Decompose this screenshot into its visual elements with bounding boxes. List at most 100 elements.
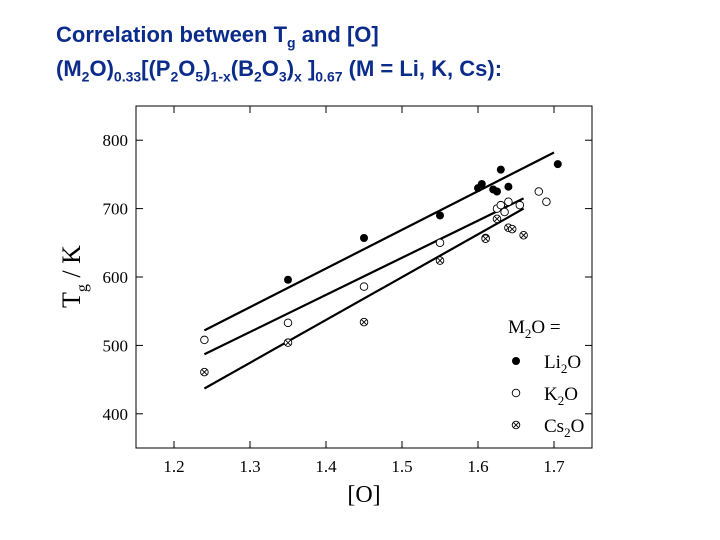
legend-entry-2-after: O: [571, 416, 585, 437]
title-line-2-segment-10: (B: [230, 56, 254, 81]
title-line-2-segment-13: 3: [278, 68, 287, 85]
legend-entry-2-main: Cs: [544, 416, 564, 437]
legend-entry-2-sub: 2: [564, 425, 571, 440]
legend-marker-1: [511, 388, 521, 398]
title-line-2-segment-8: ): [203, 56, 211, 81]
title-line-2-segment-9: 1-x: [210, 68, 231, 85]
data-points: [200, 160, 562, 377]
point-series-0-8: [504, 182, 513, 191]
point-series-0-1: [360, 234, 368, 243]
x-tick-label-1: 1.3: [239, 457, 260, 476]
chart-title-line-1: Correlation between Tg and [O]: [56, 22, 379, 50]
legend-entry-1: K2O: [544, 384, 578, 408]
title-line-2-segment-5: 2: [170, 68, 179, 85]
point-series-0-9-shape: [553, 160, 562, 169]
point-series-1-8: [500, 207, 509, 217]
title-line-2-segment-14: ): [286, 56, 295, 81]
legend-title-sub: 2: [525, 326, 532, 341]
point-series-1-6: [496, 200, 506, 210]
title-line-2-segment-15: x: [294, 68, 302, 85]
point-series-0-4-shape: [477, 179, 486, 188]
x-tick-label-4: 1.6: [467, 457, 488, 476]
point-series-2-1-cross-b: [285, 339, 291, 346]
legend-entry-0: Li2O: [544, 352, 581, 376]
title-line-1-subscript: g: [287, 34, 296, 51]
legend-entry-1-main: K: [544, 384, 558, 405]
point-series-2-5: [492, 214, 502, 224]
chart-title-line-2: (M2O)0.33[(P2O5)1-x(B2O3)x ]0.67 (M = Li…: [56, 56, 502, 84]
point-series-1-9: [515, 200, 525, 210]
point-series-2-8: [519, 231, 528, 240]
point-series-0-0-shape: [284, 275, 292, 284]
y-tick-label-0: 400: [103, 405, 129, 424]
point-series-0-2-shape: [436, 211, 444, 220]
point-series-0-6-shape: [493, 187, 501, 196]
legend-entry-0-after: O: [567, 352, 581, 373]
point-series-2-3: [435, 256, 445, 265]
point-series-1-2-shape: [359, 282, 369, 291]
point-series-2-0-cross-b: [201, 369, 208, 375]
legend-entry-1-sub: 2: [558, 393, 565, 408]
legend-title-main: M: [508, 317, 525, 338]
point-series-0-4: [477, 179, 486, 188]
axis-ticks: 1.2 1.3 1.4 1.5 1.6 1.7 400 500 600 700 800: [103, 106, 592, 476]
point-series-0-2: [436, 211, 444, 220]
legend-entry-2: Cs2O: [544, 416, 584, 440]
legend-marker-2-cross-b: [513, 422, 519, 428]
fit-line-series-1: [203, 197, 525, 356]
point-series-2-2-cross-b: [361, 319, 367, 326]
point-series-2-5-cross-b: [494, 215, 500, 222]
point-series-1-6-shape: [496, 200, 506, 210]
point-series-2-7: [507, 224, 517, 234]
point-series-2-4: [481, 234, 490, 243]
point-series-1-11: [542, 197, 551, 207]
point-series-1-7-shape: [504, 197, 513, 207]
legend-marker-1-shape: [511, 388, 521, 398]
title-line-2-segment-1: 2: [81, 68, 90, 85]
title-line-2-segment-11: 2: [253, 68, 262, 85]
point-series-2-4-cross-b: [482, 235, 489, 242]
legend-entry-0-sub: 2: [561, 361, 568, 376]
point-series-2-2: [359, 317, 369, 327]
point-series-1-1-shape: [283, 318, 293, 328]
point-series-0-6: [493, 187, 501, 196]
title-line-2-segment-17: 0.67: [315, 68, 343, 85]
title-line-2-segment-12: O: [261, 56, 279, 81]
title-line-1-after: and [O]: [295, 22, 379, 47]
y-axis-label-text: Tg / K: [57, 245, 91, 308]
point-series-0-8-shape: [504, 182, 513, 191]
point-series-1-0-shape: [200, 335, 209, 345]
title-line-2-segment-3: 0.33: [113, 68, 142, 85]
x-axis-label: [O]: [347, 482, 380, 508]
point-series-2-7-cross-b: [509, 226, 516, 233]
point-series-1-3: [435, 238, 445, 248]
point-series-1-7: [504, 197, 513, 207]
legend-title: M2O =: [508, 317, 561, 341]
fit-line-series-2: [203, 207, 525, 390]
title-line-1-main: Correlation between T: [56, 22, 288, 47]
point-series-2-3-cross-b: [437, 257, 443, 264]
x-tick-label-5: 1.7: [543, 457, 565, 476]
point-series-1-10: [534, 187, 544, 196]
y-tick-label-4: 800: [103, 131, 129, 150]
point-series-2-8-cross-b: [520, 232, 527, 239]
title-line-2-segment-16: ]: [301, 56, 316, 81]
point-series-2-1: [283, 338, 293, 347]
y-axis-label: Tg / K: [57, 245, 91, 308]
title-line-2-segment-7: 5: [195, 68, 204, 85]
y-axis-label-main: T: [57, 292, 86, 308]
point-series-2-0: [200, 367, 209, 377]
point-series-1-2: [359, 282, 369, 291]
title-line-2-segment-18: (M = Li, K, Cs):: [342, 56, 503, 81]
y-axis-label-sub: g: [74, 284, 91, 292]
point-series-0-0: [284, 275, 292, 284]
y-tick-label-2: 600: [103, 268, 129, 287]
point-series-1-8-shape: [500, 207, 509, 217]
point-series-0-1-shape: [360, 234, 368, 243]
legend-entry-0-main: Li: [544, 352, 561, 373]
x-tick-label-3: 1.5: [391, 457, 412, 476]
title-line-2-segment-6: O: [178, 56, 196, 81]
title-line-2-segment-4: [(P: [141, 56, 171, 81]
